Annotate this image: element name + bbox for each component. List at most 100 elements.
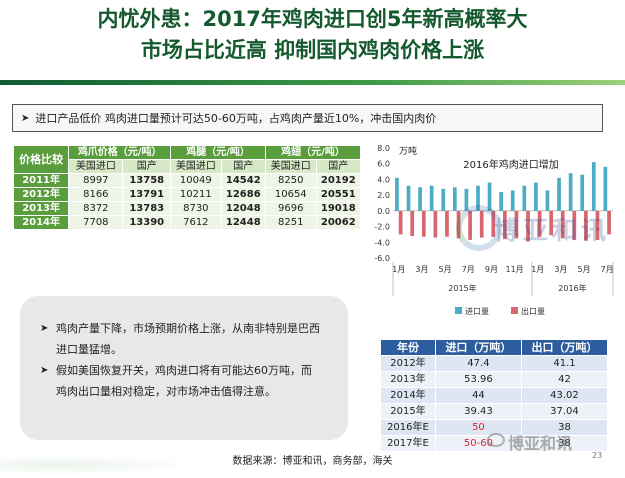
bar-export (514, 210, 519, 239)
bar-export (421, 210, 426, 237)
cell: 2014年 (380, 387, 436, 404)
x-tick-label: 7月 (462, 265, 475, 274)
y-tick-label: -6.0 (374, 254, 390, 263)
sub-header: 国产 (315, 159, 362, 174)
cell: 41.1 (520, 355, 609, 372)
cell: 7708 (68, 215, 124, 230)
table-row: 2015年 39.43 37.04 (380, 403, 609, 420)
bar-export (445, 210, 449, 237)
cell: 43.02 (520, 387, 609, 404)
title-divider (0, 80, 625, 85)
column-header: 出口（万吨） (520, 339, 609, 356)
y-tick-label: 8.0 (377, 144, 390, 153)
cell: 12448 (220, 215, 267, 230)
cell: 2012年 (380, 355, 436, 372)
x-tick-label: 9月 (485, 265, 498, 274)
y-unit-label: 万吨 (399, 145, 417, 157)
bar-export (549, 210, 554, 236)
bar-export (503, 210, 507, 240)
x-tick-label: 1月 (531, 265, 544, 274)
year-label: 2015年 (448, 283, 476, 293)
bar-export (456, 210, 461, 239)
group-header: 鸡腿（元/吨） (170, 145, 266, 160)
key-point-text: 进口产品低价 鸡肉进口量预计可达50-60万吨，占鸡肉产量近10%，冲击国内肉价 (35, 112, 437, 125)
group-header: 鸡爪价格（元/吨） (68, 145, 172, 160)
key-point-box: ➤ 进口产品低价 鸡肉进口量预计可达50-60万吨，占鸡肉产量近10%，冲击国内… (12, 104, 603, 132)
x-tick-label: 7月 (601, 265, 614, 274)
y-tick-label: -4.0 (374, 238, 390, 247)
group-header: 鸡翅（元/吨） (265, 145, 361, 160)
chart-title: 2016年鸡肉进口增加 (463, 158, 558, 171)
x-tick-label: 5月 (439, 265, 452, 274)
cell: 39.43 (434, 403, 522, 420)
cell: 8166 (68, 187, 124, 202)
sub-header: 美国进口 (68, 159, 124, 174)
x-tick-label: 5月 (578, 265, 591, 274)
y-tick-label: 6.0 (377, 160, 390, 169)
cell: 13783 (122, 201, 172, 216)
table-corner-label: 价格比较 (12, 145, 70, 174)
bar-export (584, 210, 588, 241)
cell: 44 (434, 387, 522, 404)
row-year: 2012年 (12, 187, 70, 202)
bar-export (398, 210, 403, 235)
cell: 20062 (315, 215, 362, 230)
cell: 8372 (68, 201, 124, 216)
bar-import (429, 185, 434, 211)
cell: 13791 (122, 187, 172, 202)
cell: 10211 (170, 187, 222, 202)
cell: 2015年 (380, 403, 436, 420)
notes-box: ➤ 鸡肉产量下降，市场预期价格上涨，从南非特别是巴西进口量猛增。 ➤ 假如美国恢… (20, 296, 348, 440)
row-year: 2011年 (12, 173, 70, 188)
bar-export (479, 210, 484, 238)
arrow-bullet-icon: ➤ (21, 112, 30, 124)
cell: 9696 (265, 201, 317, 216)
bar-export (560, 210, 565, 239)
bar-export (526, 210, 530, 242)
bar-export (595, 210, 600, 240)
bar-import (568, 173, 573, 211)
table-row: 2013年 53.96 42 (380, 371, 609, 388)
bar-import (557, 177, 561, 211)
bar-import (487, 182, 492, 211)
price-comparison-table: 价格比较 鸡爪价格（元/吨） 鸡腿（元/吨） 鸡翅（元/吨） 美国进口 国产 美… (12, 145, 362, 230)
import-export-chart: 8.0 6.0 4.0 2.0 0.0 -2.0 -4.0 -6.0 万吨 2016年鸡肉进口增加… (374, 144, 614, 316)
legend-swatch (511, 307, 518, 314)
cell: 14542 (220, 173, 267, 188)
y-tick-label: 2.0 (377, 191, 390, 200)
row-year: 2013年 (12, 201, 70, 216)
bar-import (406, 185, 411, 211)
cell: 8730 (170, 201, 222, 216)
table-row: 2014年 44 43.02 (380, 387, 609, 404)
column-header: 进口（万吨） (434, 339, 522, 356)
cell: 42 (520, 371, 609, 388)
y-tick-label: 0.0 (377, 207, 390, 216)
bar-import (545, 190, 550, 211)
year-label: 2016年 (558, 283, 586, 293)
bar-export (537, 210, 542, 237)
legend-label: 进口量 (465, 307, 489, 316)
arrow-bullet-icon: ➤ (40, 365, 49, 376)
bar-import (395, 177, 399, 211)
bar-import (510, 190, 515, 211)
bar-export (433, 210, 438, 238)
note-text: 假如美国恢复开关，鸡肉进口将有可能达60万吨，而鸡肉出口量相对稳定，对市场冲击值… (56, 364, 312, 398)
y-tick-label: -2.0 (374, 223, 390, 232)
wechat-icon (487, 433, 505, 447)
x-tick-label: 1月 (392, 265, 405, 274)
bar-export (572, 210, 577, 240)
sub-header: 美国进口 (170, 159, 222, 174)
bar-import (591, 162, 596, 211)
bar-import (534, 182, 538, 211)
import-export-table: 年份 进口（万吨） 出口（万吨） 2012年 47.4 41.1 2013年 5… (380, 339, 609, 452)
bar-import (499, 192, 503, 211)
data-source: 数据来源：博亚和讯，商务部，海关 (232, 456, 393, 467)
bar-import (452, 187, 457, 211)
cell: 13758 (122, 173, 172, 188)
cell: 53.96 (434, 371, 522, 388)
column-header: 年份 (380, 339, 436, 356)
x-tick-label: 3月 (554, 265, 567, 274)
list-item: ➤ 假如美国恢复开关，鸡肉进口将有可能达60万吨，而鸡肉出口量相对稳定，对市场冲… (40, 360, 320, 402)
title-line-1: 内忧外患：2017年鸡肉进口创5年新高概率大 (97, 7, 528, 31)
